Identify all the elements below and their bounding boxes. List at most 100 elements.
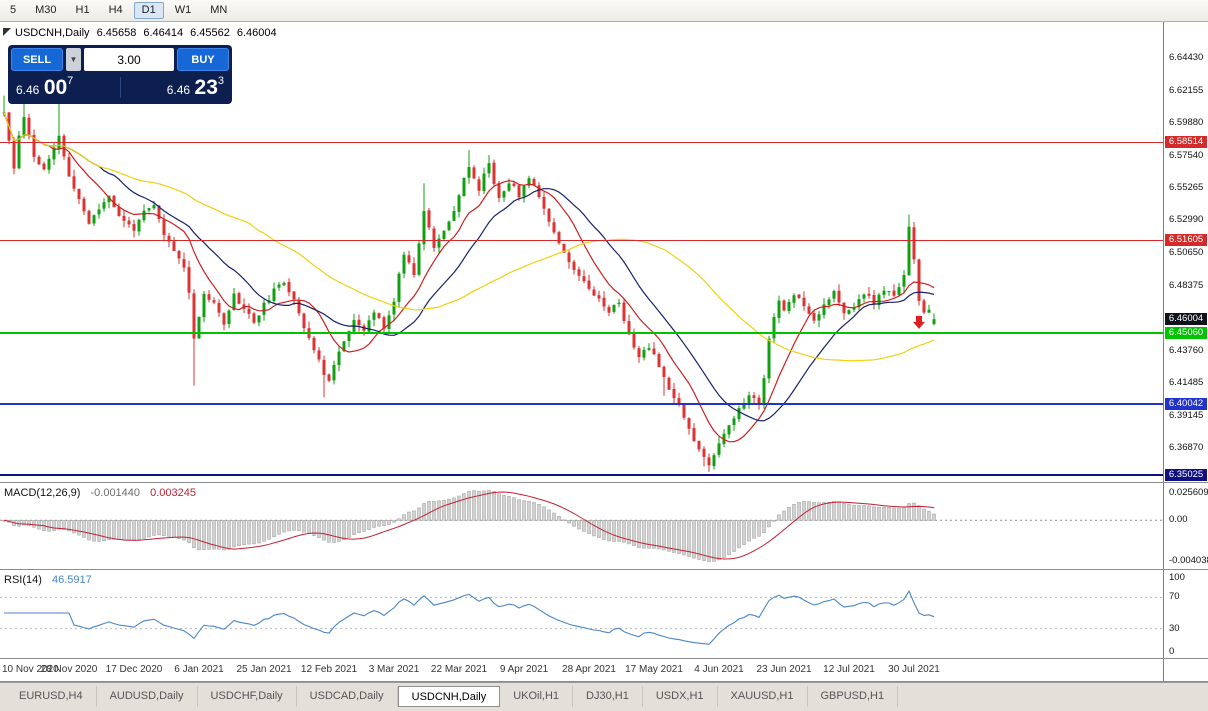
sell-price-sup: 7: [67, 74, 74, 87]
price-level-badge: 6.45060: [1165, 326, 1207, 339]
rsi-indicator-panel: [0, 570, 1163, 658]
symbol-ohlc-line: USDCNH,Daily 6.45658 6.46414 6.45562 6.46004: [15, 27, 284, 39]
price-tick: 6.55265: [1169, 182, 1204, 194]
date-label: 22 Mar 2021: [430, 664, 488, 675]
price-level-badge: 6.46004: [1165, 313, 1207, 326]
price-tick: 6.59880: [1169, 116, 1204, 128]
price-tick: 6.39145: [1169, 410, 1204, 422]
rsi-axis-label: 70: [1169, 591, 1180, 603]
timeframe-button-h4[interactable]: H4: [108, 4, 123, 16]
price-tick: 6.50650: [1169, 247, 1204, 259]
chart-tab-usdchf-daily[interactable]: USDCHF,Daily: [198, 686, 297, 707]
price-tick: 6.48375: [1169, 279, 1204, 291]
date-label: 25 Jan 2021: [236, 664, 292, 675]
date-label: 9 Apr 2021: [499, 664, 549, 675]
timeframe-button-d1[interactable]: D1: [133, 2, 164, 19]
chart-tab-audusd-daily[interactable]: AUDUSD,Daily: [97, 686, 198, 707]
macd-value: -0.001440: [90, 487, 141, 499]
price-tick: 6.52990: [1169, 214, 1204, 226]
date-label: 10 Nov 2020: [2, 664, 59, 675]
date-label: 6 Jan 2021: [174, 664, 224, 675]
macd-title: MACD(12,26,9): [4, 487, 81, 499]
moving-average-10: [3, 112, 935, 443]
rsi-title: RSI(14): [4, 574, 42, 586]
chart-tab-gbpusd-h1[interactable]: GBPUSD,H1: [808, 686, 899, 707]
price-axis[interactable]: 6.64430 6.62155 6.59880 6.57540 6.55265 6.529…: [1163, 22, 1208, 681]
date-label: 30 Jul 2021: [888, 664, 940, 675]
rsi-axis-label: 30: [1169, 622, 1180, 634]
one-click-trading-panel: SELL ▼ 3.00 BUY 6.46 007 6.46 233: [8, 45, 232, 104]
timeframe-button-5[interactable]: 5: [10, 4, 17, 16]
timeframe-button-m30[interactable]: M30: [35, 4, 57, 16]
rsi-axis-label: 100: [1169, 572, 1185, 583]
chart-tab-dj30-h1[interactable]: DJ30,H1: [573, 686, 643, 707]
trade-arrow-icon: [913, 315, 925, 329]
panel-separator[interactable]: [0, 658, 1208, 659]
price-tick: 6.64430: [1169, 52, 1204, 64]
price-tick: 6.57540: [1169, 149, 1204, 161]
chart-tabs-bar: EURUSD,H4 AUDUSD,Daily USDCHF,Daily USDCAD,…: [0, 682, 1208, 711]
macd-header: MACD(12,26,9) -0.001440 0.003245: [4, 487, 196, 499]
moving-average-50: [3, 112, 935, 362]
lot-dropdown-button[interactable]: ▼: [66, 48, 81, 71]
macd-axis-label: 0.00: [1169, 514, 1188, 526]
macd-axis-label: -0.004038: [1169, 555, 1208, 566]
ohlc-open: 6.45658: [96, 27, 137, 39]
buy-price-prefix: 6.46: [166, 82, 191, 97]
price-level-badge: 6.35025: [1165, 468, 1207, 481]
timeframe-button-h1[interactable]: H1: [75, 4, 90, 16]
date-label: 12 Jul 2021: [823, 664, 875, 675]
sell-button[interactable]: SELL: [11, 48, 63, 71]
chevron-down-icon: ▼: [69, 55, 78, 64]
chart-tab-xauusd-h1[interactable]: XAUUSD,H1: [718, 686, 808, 707]
panel-separator: [0, 681, 1208, 682]
macd-axis-label: 0.025609: [1169, 487, 1208, 498]
date-label: 12 Feb 2021: [300, 664, 358, 675]
timeframe-toolbar: 5 M30 H1 H4 D1 W1 MN: [0, 0, 1208, 22]
ohlc-high: 6.46414: [143, 27, 184, 39]
timeframe-button-mn[interactable]: MN: [210, 4, 228, 16]
buy-price-sup: 3: [217, 74, 224, 87]
price-level-badge: 6.51605: [1165, 233, 1207, 246]
date-label: 17 Dec 2020: [105, 664, 163, 675]
date-label: 4 Jun 2021: [694, 664, 744, 675]
date-label: 17 May 2021: [625, 664, 683, 675]
date-axis[interactable]: 10 Nov 2020 28 Nov 2020 17 Dec 2020 6 Jan 2…: [0, 659, 1163, 681]
panel-separator[interactable]: [0, 482, 1208, 483]
chart-tab-eurusd-h4[interactable]: EURUSD,H4: [6, 686, 97, 707]
price-level-badge: 6.40042: [1165, 397, 1207, 410]
rsi-axis-label: 0: [1169, 646, 1175, 657]
candles: [2, 95, 936, 472]
buy-price-big: 23: [194, 75, 218, 99]
moving-average-20: [3, 112, 935, 422]
lot-size-input[interactable]: 3.00: [84, 48, 174, 71]
timeframe-button-w1[interactable]: W1: [174, 4, 192, 16]
sell-price-big: 00: [43, 75, 68, 99]
price-tick: 6.43760: [1169, 344, 1204, 356]
sell-price-prefix: 6.46: [16, 82, 40, 97]
buy-price: 6.46 233: [166, 74, 224, 99]
rsi-value: 46.5917: [51, 574, 92, 586]
macd-signal-value: 0.003245: [150, 487, 196, 499]
one-click-panel-toggle-icon[interactable]: [3, 28, 11, 36]
date-label: 23 Jun 2021: [756, 664, 812, 675]
ohlc-close: 6.46004: [236, 27, 277, 39]
date-label: 28 Nov 2020: [40, 664, 98, 675]
chart-tab-usdcad-daily[interactable]: USDCAD,Daily: [297, 686, 398, 707]
sell-price: 6.46 007: [16, 74, 74, 99]
macd-histogram: [2, 489, 936, 563]
buy-button[interactable]: BUY: [177, 48, 229, 71]
macd-signal-line: [3, 491, 935, 560]
chart-tab-usdx-h1[interactable]: USDX,H1: [643, 686, 718, 707]
date-label: 28 Apr 2021: [562, 664, 616, 675]
symbol-name: USDCNH,Daily: [15, 27, 90, 39]
price-level-badge: 6.58514: [1165, 136, 1207, 149]
chart-tab-usdcnh-daily[interactable]: USDCNH,Daily: [397, 686, 501, 707]
panel-separator[interactable]: [0, 569, 1208, 570]
macd-indicator-panel: [0, 483, 1163, 569]
rsi-header: RSI(14) 46.5917: [4, 574, 92, 586]
ohlc-low: 6.45562: [190, 27, 230, 39]
rsi-line: [4, 589, 935, 645]
chart-tab-ukoil-h1[interactable]: UKOil,H1: [500, 686, 574, 707]
